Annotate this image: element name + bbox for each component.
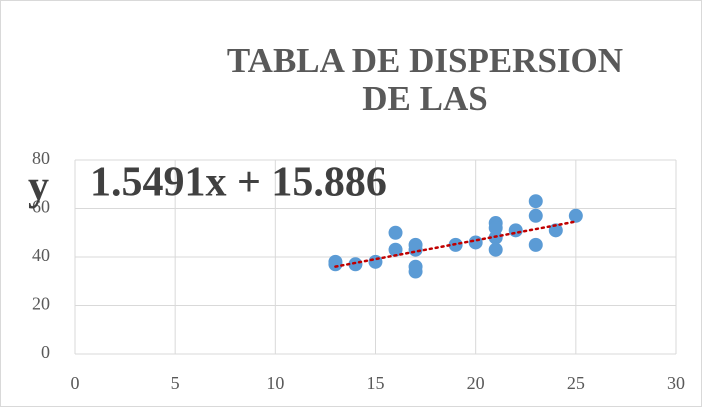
x-tick-label: 20 xyxy=(467,373,485,393)
point xyxy=(528,208,543,223)
x-tick-label: 30 xyxy=(667,373,685,393)
point xyxy=(388,225,403,240)
point xyxy=(568,208,583,223)
chart-title: DE LAS xyxy=(362,79,487,118)
x-tick-label: 10 xyxy=(266,373,284,393)
y-tick-label: 60 xyxy=(32,197,50,217)
point xyxy=(348,257,363,272)
y-tick-label: 40 xyxy=(32,245,50,265)
point xyxy=(508,223,523,238)
point xyxy=(548,223,563,238)
point xyxy=(388,242,403,257)
annotation: 1.5491x + 15.886 xyxy=(90,160,387,206)
point xyxy=(408,264,423,279)
chart-title: TABLA DE DISPERSION xyxy=(227,41,623,80)
x-tick-label: 25 xyxy=(567,373,585,393)
annotation: y xyxy=(28,164,49,210)
point xyxy=(468,235,483,250)
point xyxy=(368,254,383,269)
point xyxy=(488,220,503,235)
point xyxy=(528,237,543,252)
x-tick-label: 5 xyxy=(171,373,180,393)
y-tick-label: 0 xyxy=(41,342,50,362)
y-tick-label: 20 xyxy=(32,294,50,314)
trendline xyxy=(334,220,578,268)
y-tick-label: 80 xyxy=(32,148,50,168)
point xyxy=(328,257,343,272)
x-tick-label: 0 xyxy=(71,373,80,393)
x-tick-label: 15 xyxy=(367,373,385,393)
point xyxy=(528,194,543,209)
point xyxy=(488,242,503,257)
